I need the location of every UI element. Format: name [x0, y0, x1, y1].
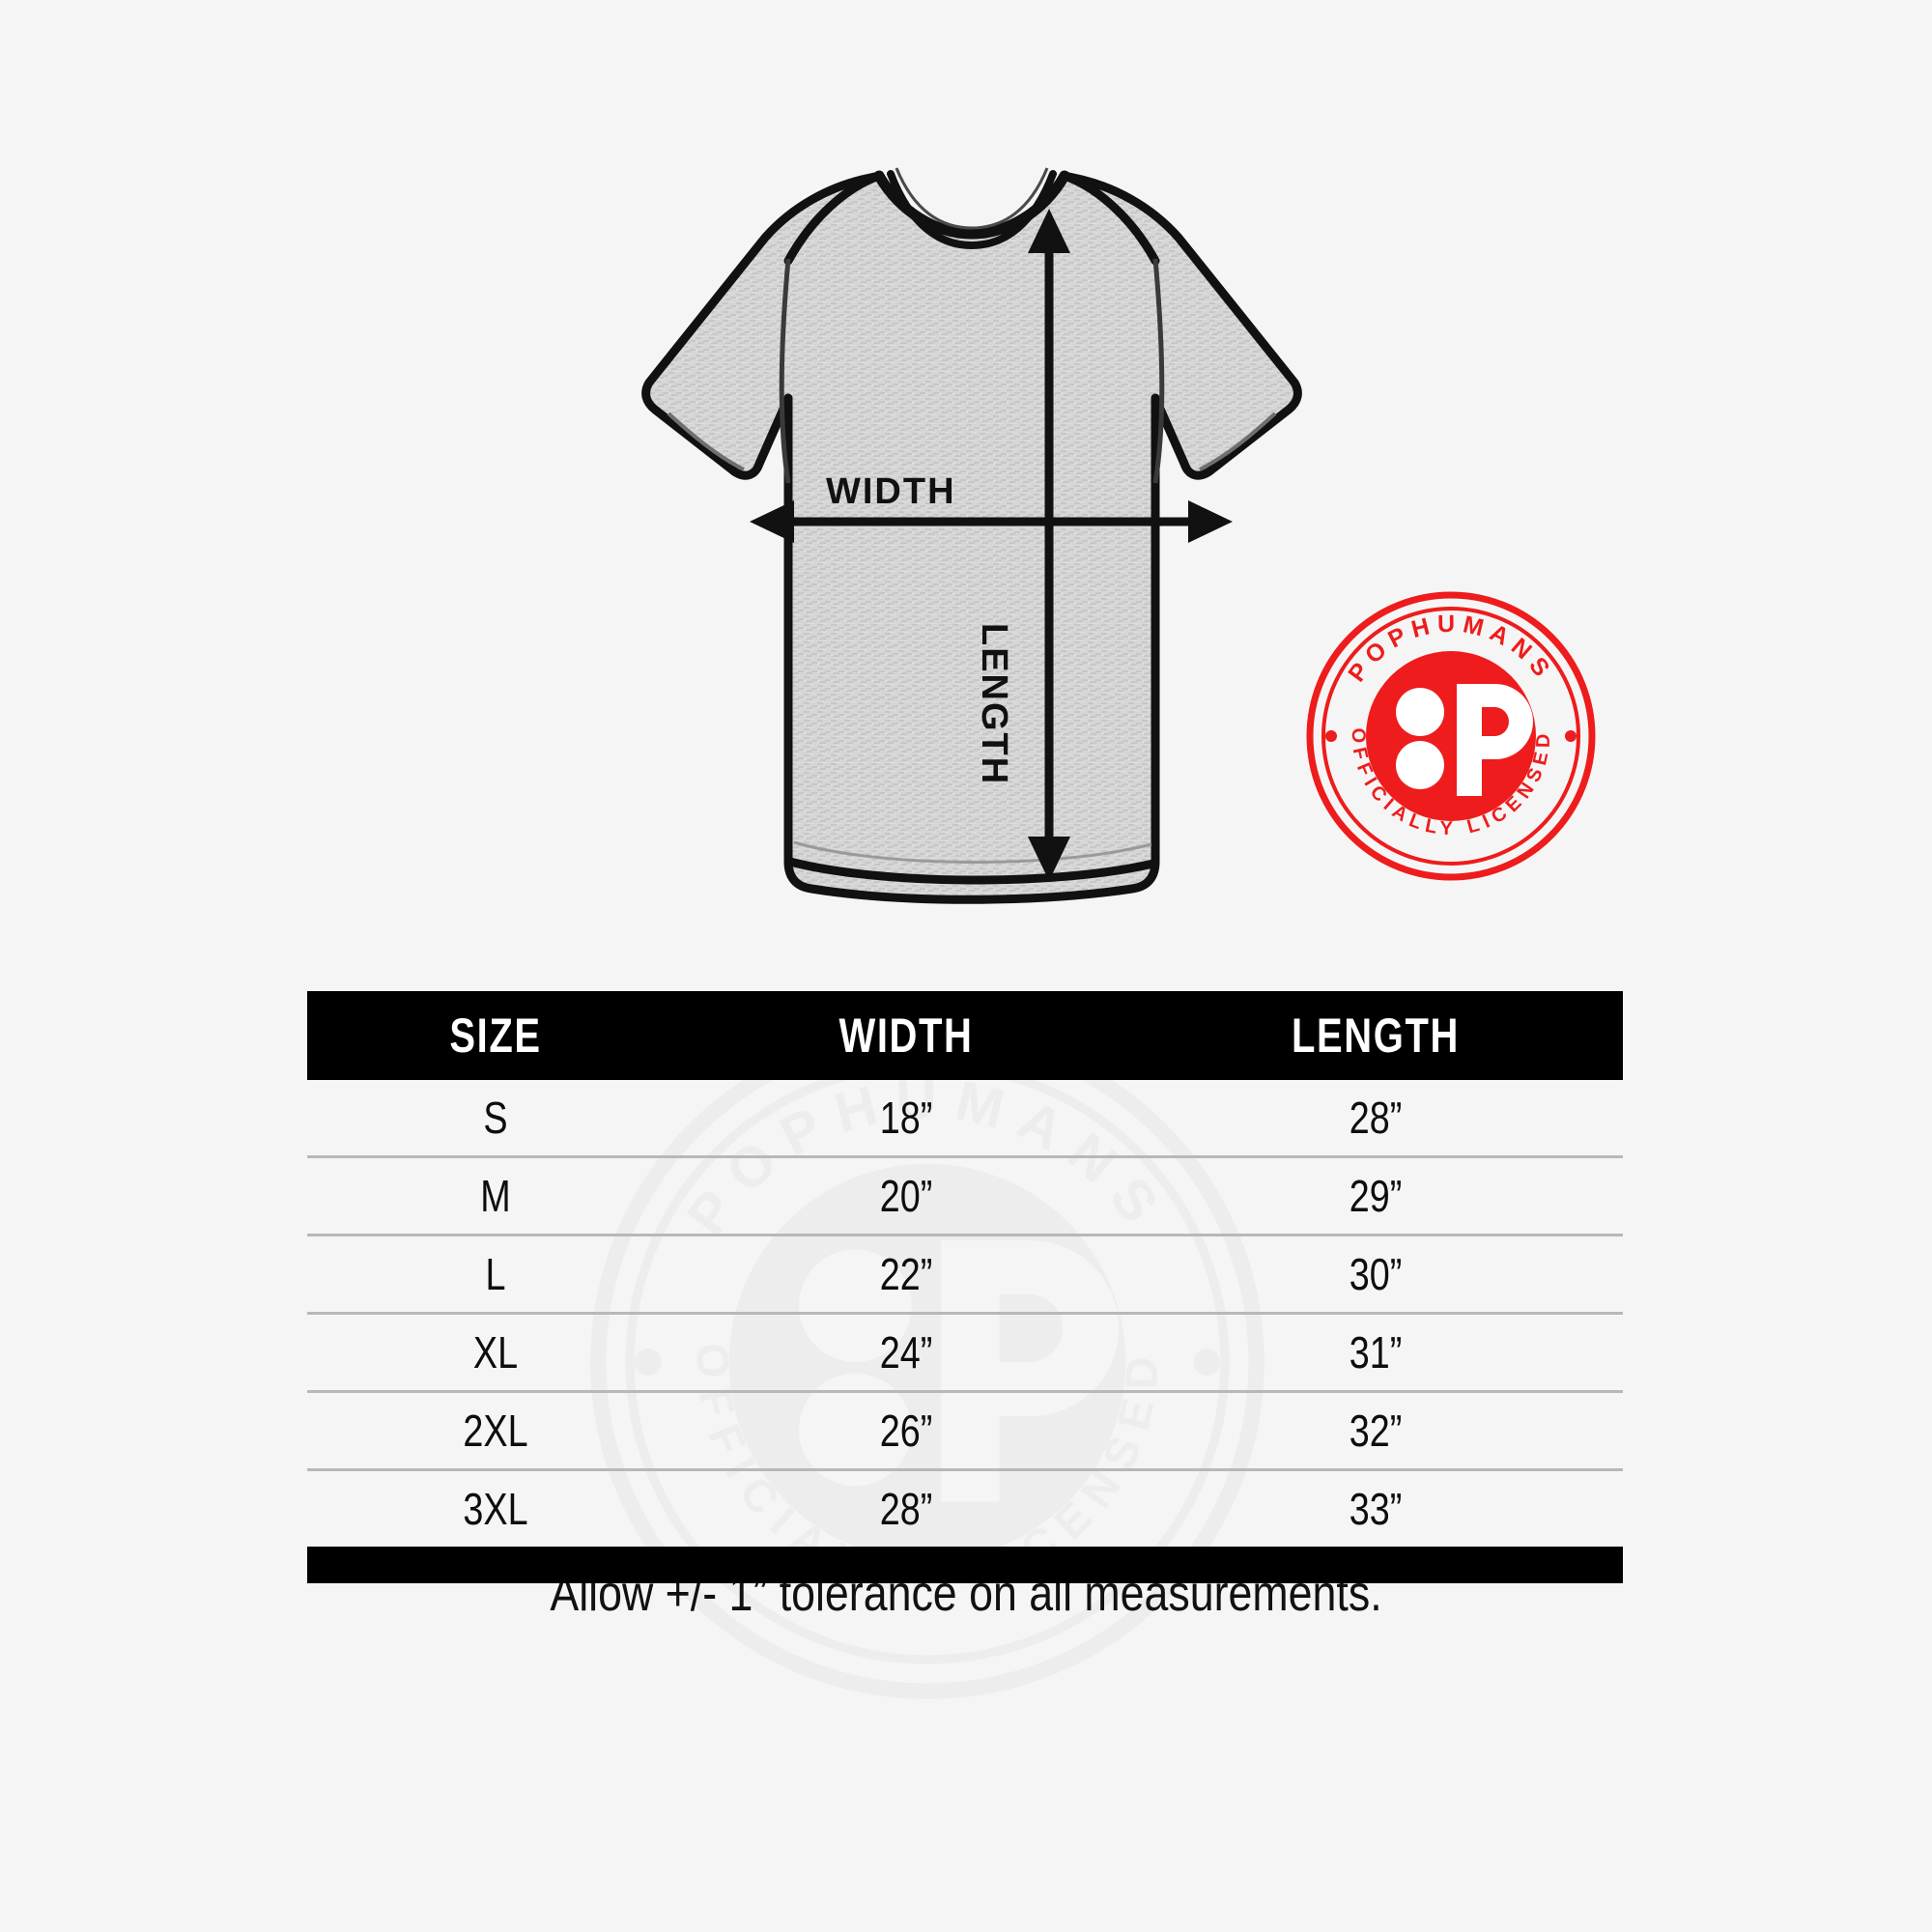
cell-size: 2XL	[463, 1406, 528, 1456]
logo-dot-bottom	[1396, 741, 1444, 789]
table-header-row: SIZE WIDTH LENGTH	[307, 991, 1623, 1080]
table-row: 3XL 28” 33”	[307, 1471, 1623, 1547]
tshirt-diagram	[641, 167, 1302, 904]
tshirt-cuff-right	[1199, 412, 1277, 471]
table-row: M 20” 29”	[307, 1158, 1623, 1236]
logo-dot-top	[1396, 688, 1444, 736]
tshirt-hem-line	[785, 857, 1158, 885]
tshirt-sleeve-seam-right	[1152, 258, 1165, 484]
cell-length: 31”	[1349, 1327, 1403, 1378]
cell-length: 32”	[1349, 1406, 1403, 1456]
size-chart-table: SIZE WIDTH LENGTH S 18” 28” M 20” 29” L …	[307, 991, 1623, 1583]
cell-length: 30”	[1349, 1249, 1403, 1299]
cell-length: 28”	[1349, 1093, 1403, 1143]
table-footer-bar	[307, 1547, 1623, 1583]
cell-size: M	[480, 1171, 511, 1221]
length-measure-arrow	[1028, 209, 1070, 881]
tshirt-hem-stitch	[793, 840, 1152, 864]
tshirt-shoulder-seam-right	[1060, 171, 1160, 266]
garment-illustration: WIDTH LENGTH POPHUMANS OFFICIALLY LICENS…	[641, 167, 1596, 904]
cell-width: 18”	[879, 1093, 933, 1143]
logo-badge-icon: POPHUMANS OFFICIALLY LICENSED	[1306, 591, 1596, 881]
width-measure-arrow	[750, 500, 1233, 543]
tshirt-collar-band	[895, 167, 1049, 230]
logo-letter-p-counter	[1482, 707, 1509, 736]
tshirt-sleeve-seam-left	[779, 258, 791, 484]
column-header-length: LENGTH	[1291, 1009, 1461, 1063]
column-header-width: WIDTH	[838, 1009, 974, 1063]
tshirt-cuff-left	[667, 412, 745, 471]
table-body: S 18” 28” M 20” 29” L 22” 30” XL 24” 31”…	[307, 1080, 1623, 1547]
cell-size: S	[483, 1093, 508, 1143]
length-measure-label: LENGTH	[974, 623, 1014, 786]
cell-length: 33”	[1349, 1484, 1403, 1534]
cell-size: XL	[472, 1327, 519, 1378]
cell-width: 24”	[879, 1327, 933, 1378]
logo-letter-p	[1457, 684, 1533, 796]
tshirt-body-shape	[641, 171, 1302, 904]
cell-width: 26”	[879, 1406, 933, 1456]
cell-size: L	[485, 1249, 506, 1299]
cell-width: 28”	[879, 1484, 933, 1534]
pophumans-logo-badge: POPHUMANS OFFICIALLY LICENSED	[1306, 591, 1596, 881]
table-row: 2XL 26” 32”	[307, 1393, 1623, 1471]
width-measure-label: WIDTH	[826, 471, 956, 512]
cell-width: 20”	[879, 1171, 933, 1221]
cell-size: 3XL	[463, 1484, 528, 1534]
column-header-size: SIZE	[449, 1009, 542, 1063]
table-row: XL 24” 31”	[307, 1315, 1623, 1393]
table-row: L 22” 30”	[307, 1236, 1623, 1315]
tshirt-shoulder-seam-left	[783, 171, 884, 266]
table-row: S 18” 28”	[307, 1080, 1623, 1158]
cell-length: 29”	[1349, 1171, 1403, 1221]
tshirt-collar-inner	[887, 170, 1057, 250]
cell-width: 22”	[879, 1249, 933, 1299]
